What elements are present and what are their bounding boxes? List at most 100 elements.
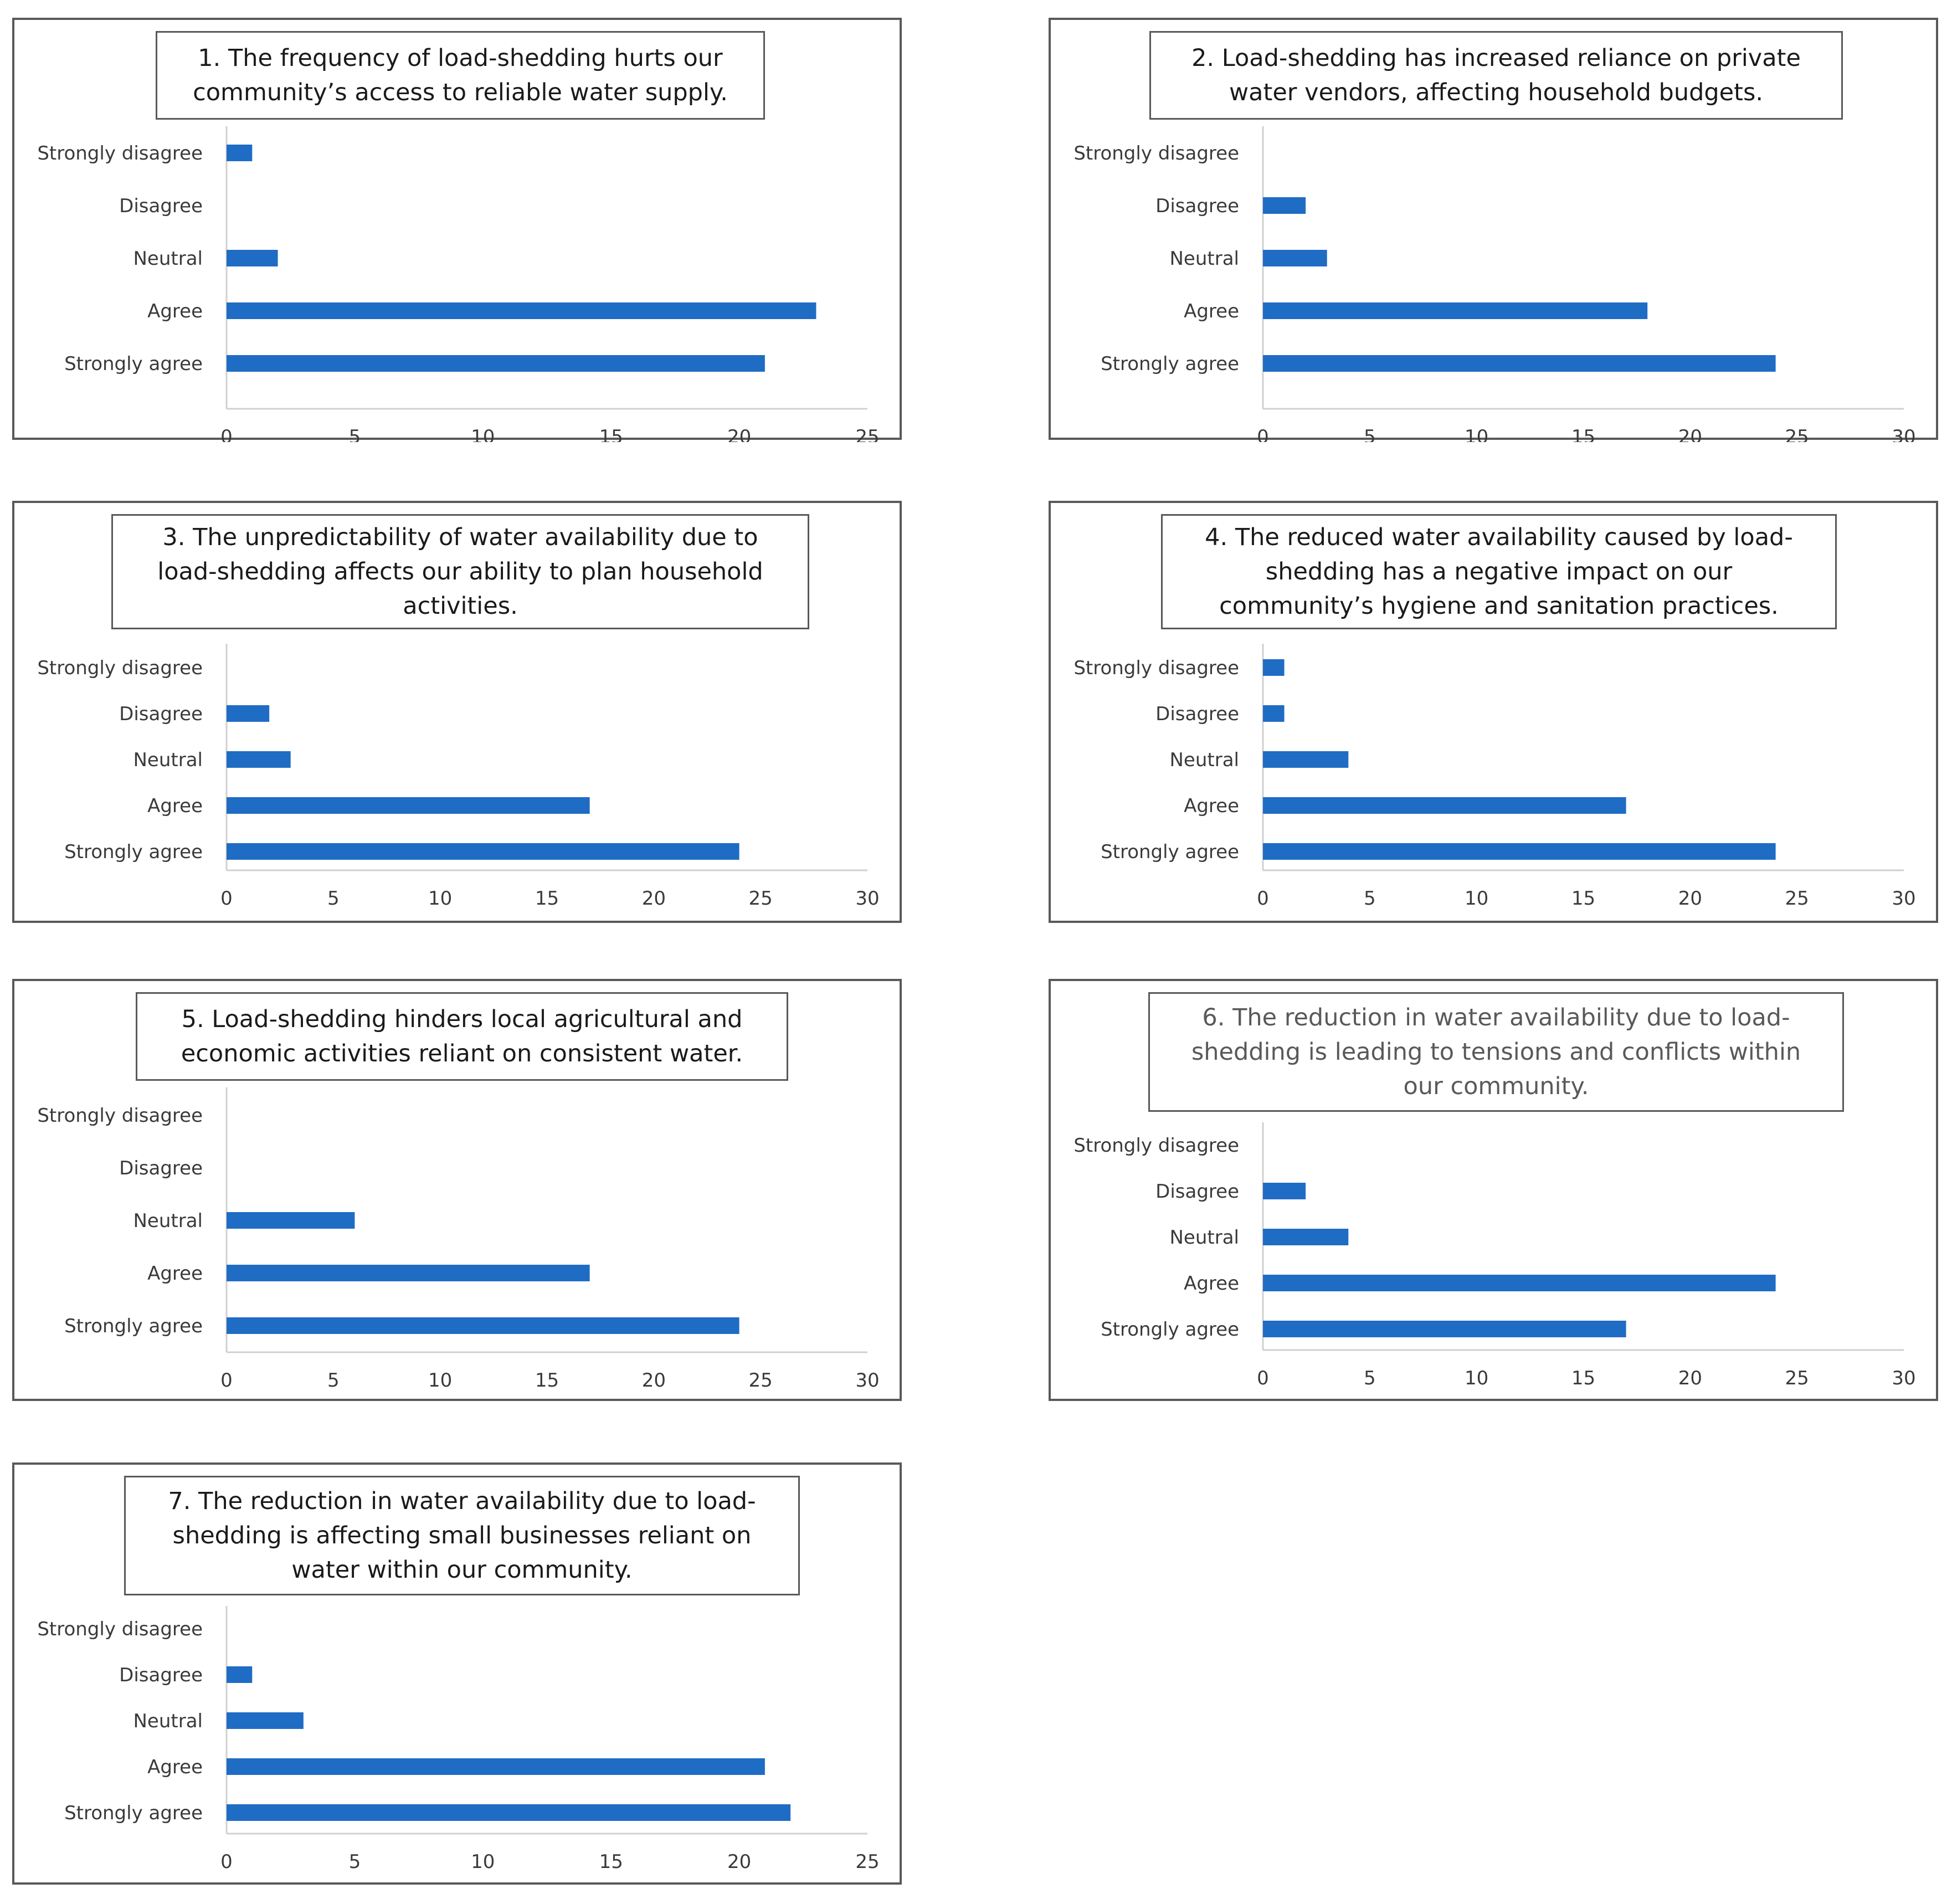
- chart-title-line: economic activities reliant on consisten…: [181, 1040, 743, 1068]
- bar-strongly-agree: [1263, 355, 1776, 372]
- bar-agree: [227, 302, 816, 319]
- chart-panel-7: Strongly disagree Disagree Neutral Agree Str…: [12, 1462, 902, 1885]
- x-tick-label: 25: [855, 426, 879, 442]
- bar-agree: [227, 1265, 590, 1281]
- category-label: Neutral: [1170, 749, 1240, 771]
- chart-panel-1: Strongly disagree Disagree Neutral Agree Str…: [12, 18, 902, 442]
- x-tick-label: 0: [220, 426, 233, 442]
- bar-neutral: [1263, 250, 1327, 266]
- x-tick-label: 30: [855, 887, 879, 910]
- x-tick-label: 20: [1678, 1367, 1702, 1389]
- category-label: Neutral: [133, 749, 203, 771]
- x-tick-label: 20: [642, 887, 666, 910]
- x-tick-label: 20: [727, 426, 751, 442]
- chart-title-line: 2. Load-shedding has increased reliance …: [1191, 44, 1801, 72]
- x-tick-label: 25: [1785, 426, 1809, 442]
- x-tick-label: 5: [349, 1851, 361, 1873]
- chart-panel-3: Strongly disagree Disagree Neutral Agree Str…: [12, 501, 902, 923]
- x-tick-label: 10: [1465, 426, 1488, 442]
- category-label: Disagree: [119, 1664, 203, 1686]
- bar-agree: [227, 797, 590, 814]
- x-tick-label: 15: [535, 887, 559, 910]
- chart-panel-4: Strongly disagree Disagree Neutral Agree Str…: [1049, 501, 1938, 923]
- bar-agree: [227, 1758, 765, 1775]
- chart-title: 4. The reduced water availability caused…: [1161, 514, 1837, 629]
- chart-6: Strongly disagree Disagree Neutral Agree Str…: [1073, 1122, 1916, 1389]
- chart-title-line: shedding has a negative impact on our: [1265, 558, 1733, 586]
- chart-title-line: water within our community.: [291, 1556, 633, 1584]
- x-tick-label: 0: [1257, 1367, 1269, 1389]
- bar-agree: [1263, 797, 1626, 814]
- category-label: Strongly disagree: [37, 657, 203, 679]
- x-tick-label: 15: [1571, 1367, 1595, 1389]
- x-tick-label: 15: [599, 426, 623, 442]
- chart-title-line: 1. The frequency of load-shedding hurts …: [198, 44, 723, 72]
- bar-disagree: [1263, 1183, 1306, 1199]
- category-label: Disagree: [1155, 703, 1239, 725]
- chart-7: Strongly disagree Disagree Neutral Agree Str…: [37, 1606, 880, 1873]
- x-tick-label: 15: [1571, 426, 1595, 442]
- x-tick-label: 10: [428, 887, 452, 910]
- chart-4: Strongly disagree Disagree Neutral Agree Str…: [1073, 644, 1916, 910]
- chart-panel-2: Strongly disagree Disagree Neutral Agree Str…: [1049, 18, 1938, 442]
- x-tick-label: 30: [1892, 887, 1915, 910]
- bar-neutral: [227, 1712, 304, 1729]
- category-label: Agree: [147, 1263, 203, 1285]
- bar-neutral: [227, 1212, 355, 1229]
- bar-strongly-agree: [227, 843, 739, 860]
- category-label: Agree: [1184, 300, 1239, 322]
- category-label: Disagree: [1155, 1181, 1239, 1203]
- category-label: Strongly agree: [64, 353, 203, 375]
- x-tick-label: 25: [749, 887, 773, 910]
- x-tick-label: 30: [1892, 426, 1915, 442]
- chart-2: Strongly disagree Disagree Neutral Agree Str…: [1073, 126, 1916, 442]
- x-tick-label: 20: [1678, 887, 1702, 910]
- x-tick-label: 10: [1465, 887, 1488, 910]
- category-label: Agree: [1184, 1272, 1239, 1295]
- chart-3: Strongly disagree Disagree Neutral Agree Str…: [37, 644, 880, 910]
- x-tick-label: 0: [220, 1369, 233, 1392]
- chart-title: 1. The frequency of load-shedding hurts …: [156, 31, 765, 120]
- chart-panel-5: Strongly disagree Disagree Neutral Agree Str…: [12, 979, 902, 1401]
- bar-neutral: [1263, 751, 1349, 768]
- category-label: Strongly disagree: [37, 142, 203, 165]
- chart-title-line: load-shedding affects our ability to pla…: [157, 558, 763, 586]
- chart-title-line: community’s hygiene and sanitation pract…: [1219, 592, 1779, 620]
- category-label: Strongly agree: [64, 841, 203, 863]
- bar-strongly-disagree: [1263, 659, 1285, 676]
- category-label: Agree: [1184, 795, 1239, 817]
- bar-strongly-agree: [227, 1317, 739, 1334]
- x-tick-label: 25: [749, 1369, 773, 1392]
- category-label: Strongly disagree: [1073, 657, 1239, 679]
- category-label: Disagree: [119, 703, 203, 725]
- category-label: Agree: [147, 300, 203, 322]
- category-label: Agree: [147, 795, 203, 817]
- bar-neutral: [1263, 1229, 1349, 1245]
- chart-title: 5. Load-shedding hinders local agricultu…: [136, 992, 788, 1081]
- x-tick-label: 0: [220, 1851, 233, 1873]
- x-tick-label: 10: [471, 1851, 495, 1873]
- x-tick-label: 10: [428, 1369, 452, 1392]
- x-tick-label: 30: [855, 1369, 879, 1392]
- chart-title: 3. The unpredictability of water availab…: [111, 514, 809, 629]
- x-tick-label: 10: [471, 426, 495, 442]
- x-tick-label: 20: [1678, 426, 1702, 442]
- category-label: Strongly disagree: [37, 1105, 203, 1127]
- category-label: Agree: [147, 1756, 203, 1778]
- bar-disagree: [227, 1666, 253, 1683]
- x-tick-label: 5: [1364, 426, 1376, 442]
- category-label: Neutral: [133, 248, 203, 270]
- chart-title-line: 5. Load-shedding hinders local agricultu…: [181, 1005, 743, 1033]
- bar-agree: [1263, 302, 1648, 319]
- x-tick-label: 5: [327, 1369, 340, 1392]
- x-tick-label: 0: [1257, 426, 1269, 442]
- x-tick-label: 5: [349, 426, 361, 442]
- category-label: Strongly agree: [1101, 841, 1239, 863]
- chart-title-line: 6. The reduction in water availability d…: [1202, 1004, 1790, 1031]
- x-tick-label: 0: [1257, 887, 1269, 910]
- category-label: Strongly agree: [64, 1802, 203, 1824]
- bar-strongly-agree: [227, 1804, 791, 1821]
- category-label: Strongly agree: [1101, 353, 1239, 375]
- x-tick-label: 10: [1465, 1367, 1488, 1389]
- chart-title: 7. The reduction in water availability d…: [124, 1476, 800, 1595]
